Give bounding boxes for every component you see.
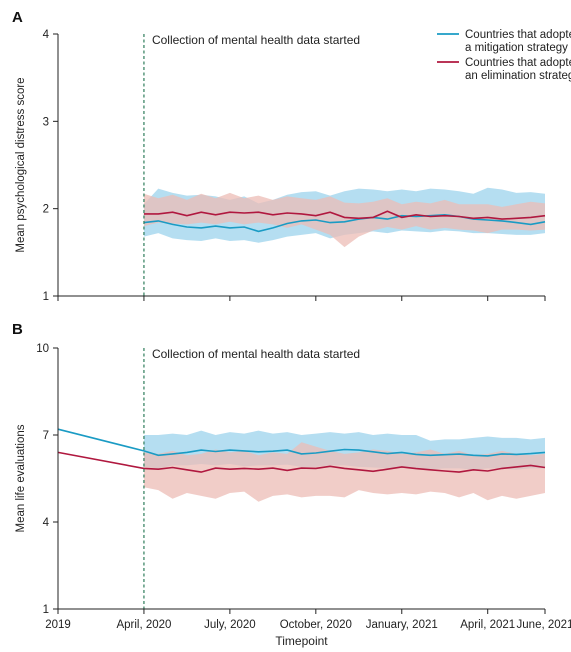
- x-tick-label: April, 2020: [116, 619, 171, 631]
- mitigation-line: [143, 213, 546, 233]
- x-tick-label: July, 2020: [204, 619, 256, 631]
- y-tick-label: 3: [43, 116, 49, 128]
- elimination-line: [57, 451, 546, 473]
- y-tick-label: 4: [43, 517, 50, 529]
- y-tick-label: 4: [43, 29, 50, 41]
- legend-label-elimination: Countries that adopted an elimination str…: [465, 57, 571, 82]
- mitigation-line: [57, 428, 546, 457]
- panel-a: A Collection of mental health data starte…: [12, 9, 546, 303]
- elimination-band: [143, 442, 545, 502]
- y-axis-label: Mean life evaluations: [15, 424, 27, 532]
- y-tick-label: 2: [43, 204, 49, 216]
- legend-label-mitigation: Countries that adopted a mitigation strat…: [465, 29, 571, 54]
- panel-b: B Collection of mental health data starte…: [12, 321, 571, 631]
- elimination-line: [143, 210, 546, 220]
- legend: Countries that adopted a mitigation strat…: [437, 29, 571, 82]
- elimination-band: [143, 192, 545, 248]
- y-tick-label: 10: [36, 343, 49, 355]
- y-axis-label: Mean psychological distress score: [15, 77, 27, 252]
- x-tick-label: June, 2021: [517, 619, 571, 631]
- y-tick-label: 1: [43, 291, 49, 303]
- x-tick-label: April, 2021: [460, 619, 515, 631]
- x-tick-label: 2019: [45, 619, 71, 631]
- x-axis-label: Timepoint: [275, 634, 328, 648]
- annotation-text: Collection of mental health data started: [152, 347, 360, 361]
- x-tick-label: January, 2021: [366, 619, 438, 631]
- x-tick-label: October, 2020: [280, 619, 352, 631]
- annotation-text: Collection of mental health data started: [152, 33, 360, 47]
- y-tick-label: 7: [43, 430, 49, 442]
- panel-label: B: [12, 321, 23, 338]
- y-tick-label: 1: [43, 604, 49, 616]
- panel-label: A: [12, 9, 23, 26]
